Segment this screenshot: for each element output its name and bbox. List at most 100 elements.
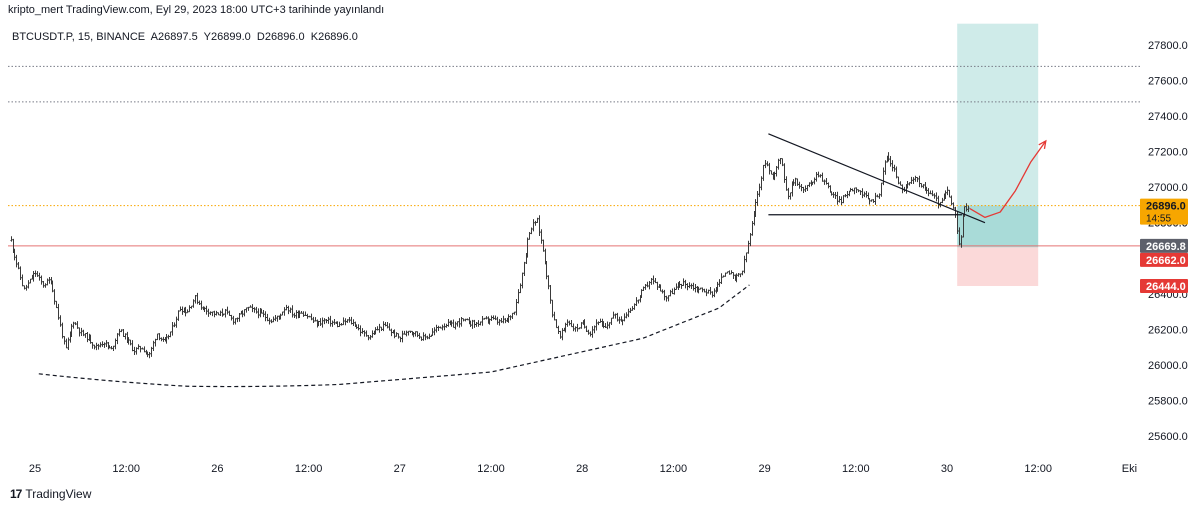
candle — [785, 176, 788, 191]
ohlc-low: D26896.0 — [256, 31, 305, 43]
candle — [325, 318, 328, 324]
candle — [401, 330, 404, 343]
candle — [257, 308, 260, 319]
candle — [526, 237, 529, 258]
price-label-bg — [1140, 278, 1188, 293]
candle — [635, 297, 638, 306]
candle — [760, 176, 763, 191]
candle — [488, 318, 491, 325]
candle — [118, 328, 121, 337]
candle — [808, 182, 811, 188]
candle — [811, 181, 814, 186]
projection-arrow-icon — [1038, 139, 1047, 149]
candle — [101, 341, 104, 347]
candle — [806, 184, 809, 192]
candle — [570, 319, 573, 328]
candle — [249, 305, 252, 308]
candle — [549, 284, 552, 304]
candle — [306, 313, 309, 319]
time-axis[interactable]: 25 12:00 26 12:00 27 12:00 28 12:00 29 12:00 30 12:… — [29, 463, 1137, 475]
candle — [456, 321, 459, 327]
profit-zone-filled — [957, 205, 1039, 248]
candle — [770, 170, 773, 175]
candle — [156, 333, 159, 341]
candle — [618, 316, 621, 324]
candle — [893, 164, 896, 172]
platform-name: TradingView.com — [65, 4, 150, 16]
candle — [559, 330, 562, 339]
candle — [181, 306, 184, 315]
candle — [200, 300, 203, 310]
candle — [89, 334, 92, 344]
candle — [38, 272, 41, 281]
candle — [268, 317, 271, 325]
candle — [644, 283, 647, 290]
candle — [724, 272, 727, 277]
candle — [538, 215, 541, 236]
candle — [137, 344, 140, 350]
candle — [832, 191, 835, 198]
candle — [836, 191, 839, 205]
candle — [935, 192, 938, 202]
symbol-exchange: BINANCE — [96, 31, 146, 43]
candle — [95, 342, 98, 351]
candle — [243, 309, 246, 317]
price-label: 26662.0 — [1140, 252, 1188, 267]
candle — [48, 276, 51, 284]
candle — [420, 336, 423, 341]
candle — [169, 331, 172, 338]
candle — [329, 315, 332, 327]
candle — [34, 270, 37, 277]
candle — [580, 322, 583, 329]
position-tool[interactable] — [957, 23, 1039, 286]
candle — [217, 312, 220, 316]
candle — [219, 310, 222, 317]
candle — [374, 327, 377, 335]
author-name[interactable]: kripto_mert — [8, 4, 64, 16]
drawings[interactable] — [38, 133, 1047, 388]
price-label-text: 26444.0 — [1146, 281, 1186, 293]
candle — [91, 342, 94, 349]
candle — [57, 303, 60, 320]
candle — [224, 309, 227, 318]
candle — [747, 240, 750, 254]
candle — [952, 202, 955, 209]
candle — [211, 311, 214, 317]
candle — [532, 219, 535, 232]
price-label-bg — [1140, 252, 1188, 267]
candle — [285, 304, 288, 311]
candle — [70, 323, 73, 337]
candle — [471, 319, 474, 329]
candle — [762, 164, 765, 181]
candle — [116, 333, 119, 345]
tradingview-logo[interactable]: 17 TradingView — [10, 487, 91, 501]
candle — [515, 299, 518, 316]
candle — [447, 318, 450, 327]
candle — [314, 317, 317, 322]
x-tick-label: 12:00 — [112, 463, 140, 475]
candle — [469, 320, 472, 328]
candle — [51, 280, 54, 293]
candle — [114, 338, 117, 350]
candle — [688, 282, 691, 289]
candle — [414, 331, 417, 337]
candle — [646, 281, 649, 288]
candle — [825, 178, 828, 185]
candle — [135, 347, 138, 355]
candle — [720, 273, 723, 284]
candle — [705, 288, 708, 297]
candle — [652, 275, 655, 285]
candle — [800, 184, 803, 192]
candle — [602, 321, 605, 329]
candle — [293, 312, 296, 319]
candle — [749, 233, 752, 247]
candle — [424, 333, 427, 341]
candle — [948, 189, 951, 198]
candle — [412, 331, 415, 338]
candle — [207, 308, 210, 317]
symbol-name[interactable]: BTCUSDT.P — [12, 31, 72, 43]
candle — [376, 326, 379, 331]
candle — [623, 313, 626, 322]
candle — [728, 270, 731, 275]
